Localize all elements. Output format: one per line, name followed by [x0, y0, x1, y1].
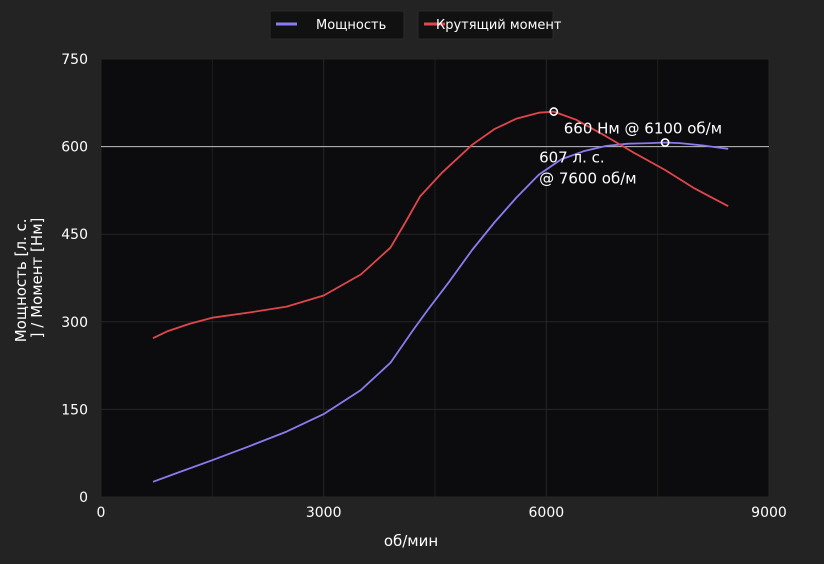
legend-item-torque[interactable]: Крутящий момент: [417, 10, 562, 40]
y-axis-label-line-1: Мощность [л. с.: [12, 218, 30, 342]
x-tick-label-9000: 9000: [751, 505, 787, 521]
legend-torque-label: Крутящий момент: [436, 18, 562, 33]
x-tick-label-0: 0: [97, 505, 106, 521]
y-tick-label-450: 450: [61, 227, 88, 243]
series-line-0: [152, 141, 729, 483]
annotation-0: 660 Нм @ 6100 об/м: [564, 120, 722, 138]
annotation-1-line-1: @ 7600 об/м: [539, 170, 637, 188]
series-lines: [152, 110, 729, 483]
grid-lines: [100, 58, 770, 498]
x-axis-label: об/мин: [384, 532, 438, 550]
legend-power-label: Мощность: [316, 18, 386, 33]
annotation-1: 607 л. с. @ 7600 об/м: [539, 149, 637, 188]
peak-marker-0: [549, 107, 559, 116]
y-axis-label: Мощность [л. с. ] / Момент [Нм]: [12, 214, 46, 343]
y-tick-label-300: 300: [61, 315, 88, 331]
series-line-1: [152, 110, 729, 340]
y-tick-label-0: 0: [79, 490, 88, 506]
x-tick-label-6000: 6000: [529, 505, 565, 521]
legend-item-power[interactable]: Мощность: [269, 10, 405, 40]
x-tick-labels: 0 3000 6000 9000: [97, 505, 787, 521]
y-tick-labels: 0 150 300 450 600 750: [61, 52, 88, 506]
y-tick-label-750: 750: [61, 52, 88, 68]
annotation-0-line-0: 660 Нм @ 6100 об/м: [564, 120, 722, 138]
peak-markers: [549, 107, 670, 147]
peak-marker-1: [660, 138, 670, 147]
legend: Мощность Крутящий момент: [269, 10, 562, 40]
legend-item-torque-box: [417, 10, 554, 40]
annotation-1-line-0: 607 л. с.: [539, 149, 605, 167]
annotations: 660 Нм @ 6100 об/м 607 л. с. @ 7600 об/м: [539, 120, 722, 188]
y-axis-label-line-2: ] / Момент [Нм]: [28, 218, 46, 339]
y-tick-label-150: 150: [61, 402, 88, 418]
x-tick-label-3000: 3000: [306, 505, 342, 521]
y-tick-label-600: 600: [61, 140, 88, 156]
